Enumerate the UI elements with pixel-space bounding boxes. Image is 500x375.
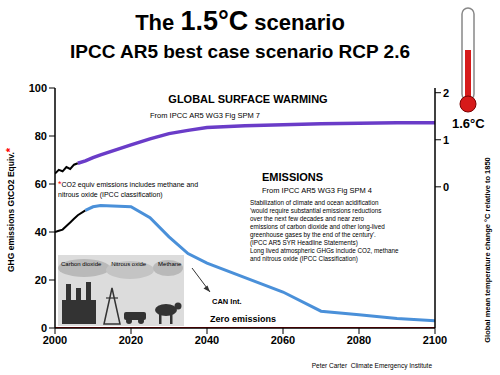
svg-text:IPCC AR5 best case scenario RC: IPCC AR5 best case scenario RCP 2.6 <box>70 41 410 62</box>
svg-text:80: 80 <box>35 130 47 142</box>
svg-text:1: 1 <box>443 134 449 146</box>
svg-text:Peter Carter Climate Emergenc: Peter Carter Climate Emergency Institute <box>312 362 433 370</box>
svg-text:Methane: Methane <box>158 261 182 267</box>
svg-text:2040: 2040 <box>195 334 219 346</box>
svg-text:*CO2 equiv emissions includes: *CO2 equiv emissions includes methane an… <box>58 179 198 189</box>
svg-text:2: 2 <box>443 87 449 99</box>
svg-text:Global mean temperature change: Global mean temperature change °C relati… <box>483 157 492 343</box>
svg-text:40: 40 <box>35 226 47 238</box>
svg-text:2000: 2000 <box>43 334 67 346</box>
svg-text:and nitrous oxide (IPCC Classi: and nitrous oxide (IPCC Classification) <box>250 255 358 263</box>
svg-text:From IPCC AR5 WG3 Fig SPM 7: From IPCC AR5 WG3 Fig SPM 7 <box>150 111 260 120</box>
svg-text:2100: 2100 <box>423 334 447 346</box>
svg-text:Nitrous oxide: Nitrous oxide <box>111 261 147 267</box>
svg-text:2060: 2060 <box>271 334 295 346</box>
svg-text:emissions of carbon dioxide an: emissions of carbon dioxide and other lo… <box>250 223 385 231</box>
svg-text:100: 100 <box>29 82 47 94</box>
svg-text:Stabilization of climate and o: Stabilization of climate and ocean acidi… <box>250 199 379 206</box>
svg-text:From IPCC AR5 WG3 Fig SPM 4: From IPCC AR5 WG3 Fig SPM 4 <box>262 186 372 195</box>
svg-text:Zero emissions: Zero emissions <box>210 314 276 324</box>
svg-text:'would require substantial emi: 'would require substantial emissions red… <box>250 207 381 215</box>
svg-text:(IPCC AR5 SYR Headline Stateme: (IPCC AR5 SYR Headline Statements) <box>250 239 358 247</box>
svg-text:Long lived atmospheric GHGs in: Long lived atmospheric GHGs include CO2,… <box>250 247 399 255</box>
svg-text:over the next few decades and: over the next few decades and near zero <box>250 215 365 222</box>
svg-text:greenhouse gases by the end of: greenhouse gases by the end of the centu… <box>250 231 376 239</box>
svg-text:GHG emissions GtCO2 Equiv.*: GHG emissions GtCO2 Equiv.* <box>4 147 16 272</box>
svg-text:CAN Int.: CAN Int. <box>212 297 242 306</box>
svg-text:20: 20 <box>35 274 47 286</box>
svg-text:The 1.5°C scenario: The 1.5°C scenario <box>135 6 345 36</box>
svg-text:EMISSIONS: EMISSIONS <box>262 171 323 183</box>
svg-text:0: 0 <box>41 322 47 334</box>
svg-text:GLOBAL SURFACE WARMING: GLOBAL SURFACE WARMING <box>168 93 327 105</box>
svg-text:2080: 2080 <box>347 334 371 346</box>
svg-text:60: 60 <box>35 178 47 190</box>
svg-text:nitrous oxide (IPCC classifica: nitrous oxide (IPCC classification) <box>58 191 163 199</box>
svg-text:1.6°C: 1.6°C <box>452 116 485 131</box>
svg-text:0: 0 <box>443 181 449 193</box>
svg-text:Carbon dioxide: Carbon dioxide <box>61 261 102 267</box>
svg-text:2020: 2020 <box>119 334 143 346</box>
